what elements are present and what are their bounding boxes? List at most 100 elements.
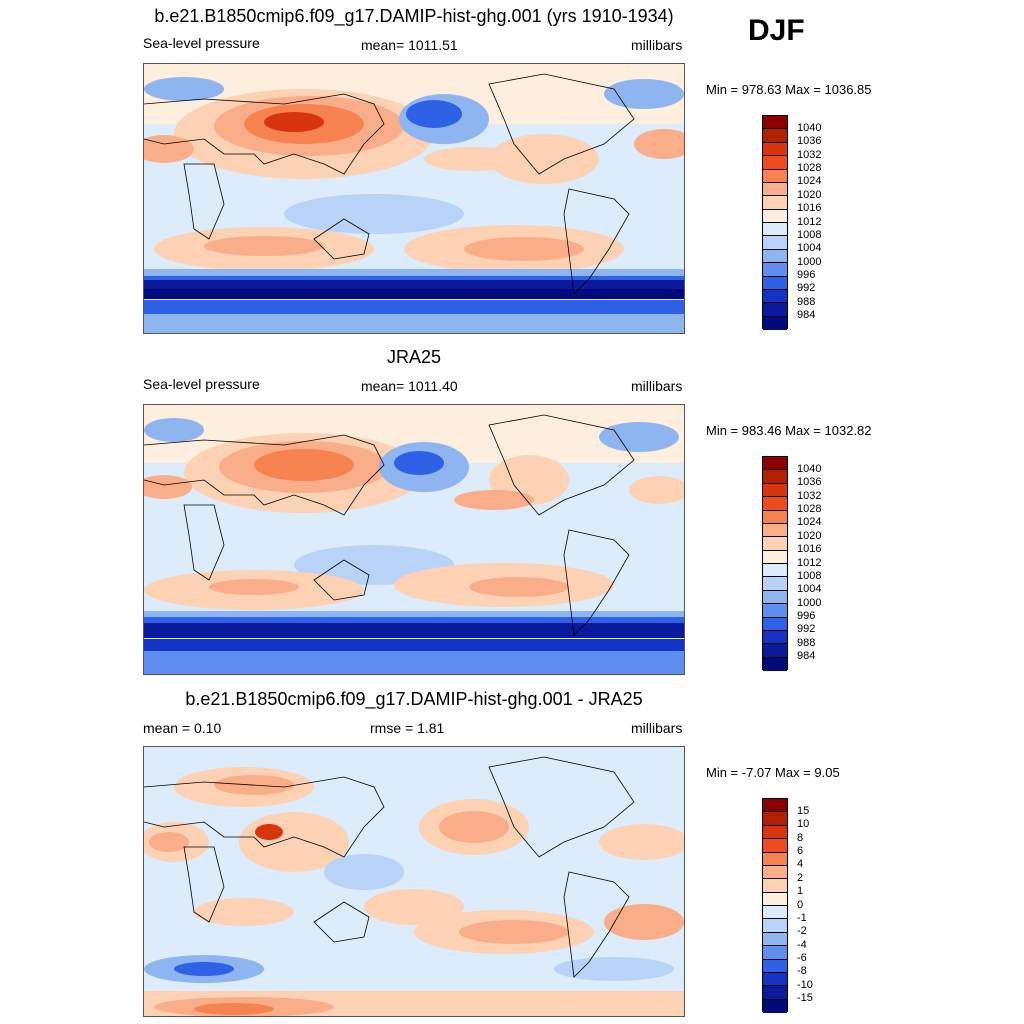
colorbar-tick-label: 1028 [797,162,822,174]
panel-2-colorbar [762,456,788,671]
colorbar-tick-label: 1012 [797,556,822,569]
colorbar-tick-label: 1008 [797,228,822,241]
panel-1-left-label: Sea-level pressure [143,35,260,51]
colorbar-swatch [763,156,787,170]
colorbar-tick-label: 1016 [797,202,822,215]
colorbar-swatch [763,182,787,197]
colorbar-tick-label: 988 [797,295,816,308]
colorbar-tick-label: 0 [797,898,804,911]
colorbar-swatch [763,223,787,237]
panel-1-colorbar [762,115,788,330]
colorbar-tick-label: 1012 [797,215,822,228]
panel-2-map [143,404,685,675]
colorbar-tick-label: 8 [797,831,804,844]
colorbar-swatch [763,564,787,578]
panel-3-map-svg [144,747,684,1016]
colorbar-tick-label: 1024 [797,516,822,529]
colorbar-tick-label: -4 [797,938,807,951]
colorbar-swatch [763,263,787,277]
colorbar-swatch [763,510,787,524]
colorbar-swatch [763,303,787,317]
colorbar-tick-label: 1004 [797,242,822,255]
colorbar-swatch [763,812,787,826]
colorbar-swatch [763,999,787,1013]
colorbar-swatch [763,959,787,973]
colorbar-swatch [763,879,787,893]
colorbar-swatch [763,986,787,1000]
colorbar-tick-label: 1008 [797,569,822,582]
colorbar-tick-label: 996 [797,269,816,281]
colorbar-tick-label: 996 [797,610,816,622]
colorbar-swatch [763,972,787,987]
colorbar-tick-label: 1020 [797,188,822,201]
colorbar-tick-label: 992 [797,623,816,636]
colorbar-swatch [763,142,787,157]
colorbar-tick-label: -1 [797,911,807,924]
colorbar-tick-label: 984 [797,650,816,663]
panel-1-minmax: Min = 978.63 Max = 1036.85 [706,82,872,97]
colorbar-tick-label: 1000 [797,255,822,268]
colorbar-tick-label: 1036 [797,476,822,489]
panel-3-left-label: mean = 0.10 [143,720,222,736]
colorbar-swatch [763,537,787,551]
colorbar-swatch [763,209,787,223]
colorbar-tick-label: -15 [797,992,813,1005]
colorbar-tick-label: -6 [797,952,807,964]
panel-3-right-label: millibars [631,720,683,736]
panel-3-minmax: Min = -7.07 Max = 9.05 [706,765,840,780]
panel-2-title: JRA25 [386,347,442,367]
colorbar-tick-label: 992 [797,282,816,295]
panel-1-map [143,63,685,334]
colorbar-swatch [763,470,787,484]
colorbar-swatch [763,644,787,658]
colorbar-swatch [763,497,787,511]
colorbar-swatch [763,657,787,671]
colorbar-swatch [763,604,787,618]
colorbar-swatch [763,919,787,933]
colorbar-tick-label: 2 [797,871,804,884]
panel-2-minmax: Min = 983.46 Max = 1032.82 [706,423,872,438]
colorbar-swatch [763,276,787,290]
colorbar-swatch [763,457,787,471]
colorbar-tick-label: 1024 [797,175,822,188]
colorbar-tick-label: 1020 [797,529,822,542]
panel-3-map [143,746,685,1017]
panel-1-map-svg [144,64,684,333]
colorbar-swatch [763,483,787,498]
colorbar-swatch [763,116,787,130]
colorbar-swatch [763,196,787,210]
panel-1-center-label: mean= 1011.51 [361,37,458,53]
colorbar-swatch [763,129,787,143]
colorbar-tick-label: 1 [797,885,804,898]
colorbar-swatch [763,865,787,880]
colorbar-swatch [763,577,787,591]
colorbar-tick-label: 6 [797,845,804,857]
colorbar-tick-label: 1040 [797,462,822,475]
colorbar-tick-label: 988 [797,636,816,649]
colorbar-swatch [763,169,787,183]
colorbar-swatch [763,799,787,813]
colorbar-tick-label: 1032 [797,489,822,502]
colorbar-tick-label: 4 [797,858,804,871]
colorbar-tick-label: 10 [797,818,810,831]
colorbar-tick-label: 15 [797,804,810,817]
panel-1-right-label: millibars [631,37,683,53]
panel-2-right-label: millibars [631,378,683,394]
colorbar-swatch [763,946,787,960]
colorbar-tick-label: 1004 [797,583,822,596]
colorbar-tick-label: 1040 [797,121,822,134]
season-label: DJF [748,14,805,47]
colorbar-swatch [763,839,787,853]
colorbar-swatch [763,630,787,645]
colorbar-tick-label: 1016 [797,543,822,556]
colorbar-swatch [763,906,787,920]
panel-2-center-label: mean= 1011.40 [361,378,458,394]
panel-1-title: b.e21.B1850cmip6.f09_g17.DAMIP-hist-ghg.… [154,6,674,26]
colorbar-tick-label: 1028 [797,503,822,515]
colorbar-swatch [763,617,787,631]
panel-3-title: b.e21.B1850cmip6.f09_g17.DAMIP-hist-ghg.… [185,689,643,709]
colorbar-swatch [763,825,787,840]
colorbar-swatch [763,523,787,538]
colorbar-swatch [763,932,787,947]
colorbar-swatch [763,590,787,605]
